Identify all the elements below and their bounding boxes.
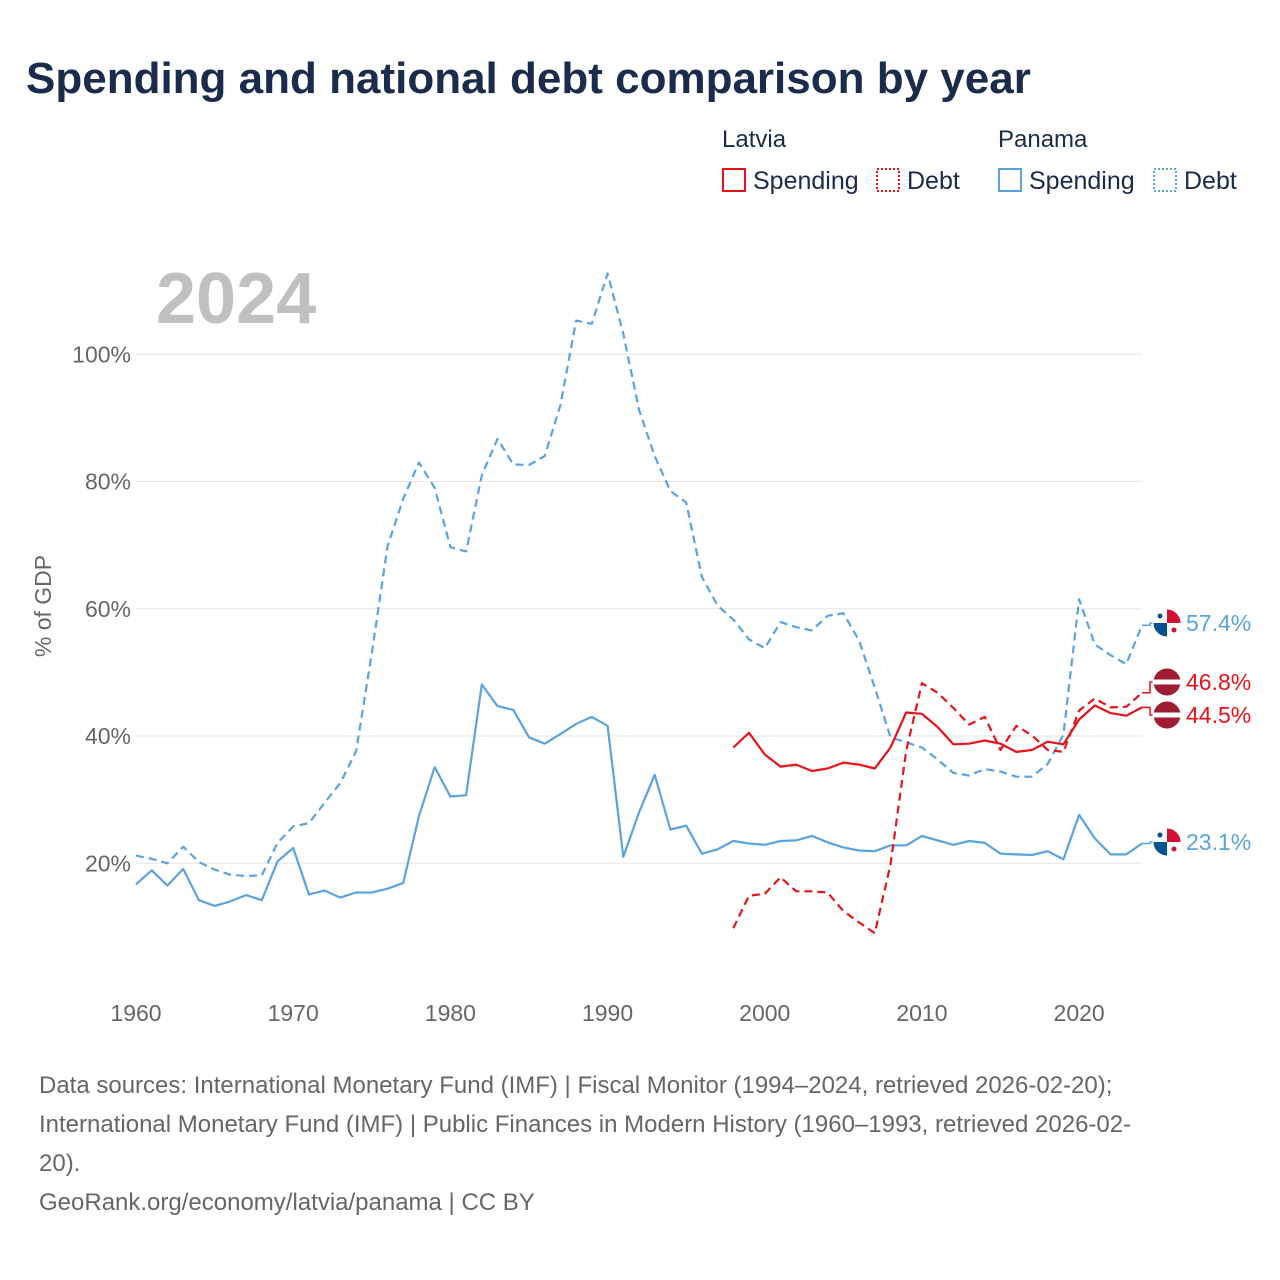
series-line-latvia-spending: [732, 704, 1143, 773]
end-label-connector: [1142, 841, 1153, 845]
y-axis-ticks: 20% 40% 60% 80% 100%: [72, 341, 131, 876]
series-lines: [135, 272, 1144, 935]
y-tick-label: 100%: [72, 341, 131, 367]
legend-label-latvia-debt: Debt: [907, 167, 960, 195]
x-tick-label: 1970: [268, 1000, 319, 1026]
attribution: GeoRank.org/economy/latvia/panama | CC B…: [39, 1189, 535, 1216]
end-label-connector: [1142, 622, 1153, 627]
y-tick-label: 40%: [85, 723, 131, 749]
x-tick-label: 1990: [582, 1000, 633, 1026]
legend: Latvia Panama Spending Debt Spending Deb…: [722, 126, 1237, 195]
y-tick-label: 60%: [85, 596, 131, 622]
series-line-panama-debt: [135, 272, 1144, 878]
legend-label-panama-debt: Debt: [1184, 167, 1237, 195]
panama-flag-icon: [1152, 608, 1182, 638]
x-tick-label: 1960: [110, 1000, 161, 1026]
latvia-flag-icon: [1152, 667, 1182, 697]
end-label-connector: [1142, 706, 1153, 716]
y-axis-label: % of GDP: [30, 555, 56, 657]
end-label-connector: [1142, 681, 1153, 694]
end-label-value: 46.8%: [1186, 669, 1251, 695]
legend-swatch-latvia-debt: [876, 168, 900, 192]
series-line-latvia-debt: [732, 682, 1143, 935]
end-label-value: 57.4%: [1186, 610, 1251, 636]
x-tick-label: 2000: [739, 1000, 790, 1026]
year-indicator: 2024: [156, 259, 316, 339]
series-line-panama-spending: [135, 683, 1143, 908]
legend-swatch-panama-spending: [998, 168, 1022, 192]
source-line-3: 20).: [39, 1150, 80, 1177]
source-notes: Data sources: International Monetary Fun…: [39, 1072, 1131, 1216]
panama-flag-icon: [1152, 827, 1182, 857]
source-line-2: International Monetary Fund (IMF) | Publ…: [39, 1111, 1131, 1138]
chart-title: Spending and national debt comparison by…: [26, 54, 1031, 103]
y-tick-label: 80%: [85, 469, 131, 495]
legend-swatch-panama-debt: [1153, 168, 1177, 192]
source-line-1: Data sources: International Monetary Fun…: [39, 1072, 1112, 1099]
x-axis-ticks: 1960 1970 1980 1990 2000 2010 2020: [110, 1000, 1104, 1026]
legend-group-panama: Panama: [998, 126, 1088, 153]
end-label-value: 44.5%: [1186, 702, 1251, 728]
gridlines: [136, 353, 1142, 864]
legend-swatch-latvia-spending: [722, 168, 746, 192]
end-label-value: 23.1%: [1186, 829, 1251, 855]
latvia-flag-icon: [1152, 700, 1182, 730]
legend-label-latvia-spending: Spending: [753, 167, 859, 195]
legend-label-panama-spending: Spending: [1029, 167, 1135, 195]
legend-group-latvia: Latvia: [722, 126, 787, 153]
x-tick-label: 2020: [1054, 1000, 1105, 1026]
y-tick-label: 20%: [85, 850, 131, 876]
end-labels: 57.4% 46.8% 44.5% 23.1%: [1142, 608, 1251, 857]
x-tick-label: 1980: [425, 1000, 476, 1026]
x-tick-label: 2010: [896, 1000, 947, 1026]
